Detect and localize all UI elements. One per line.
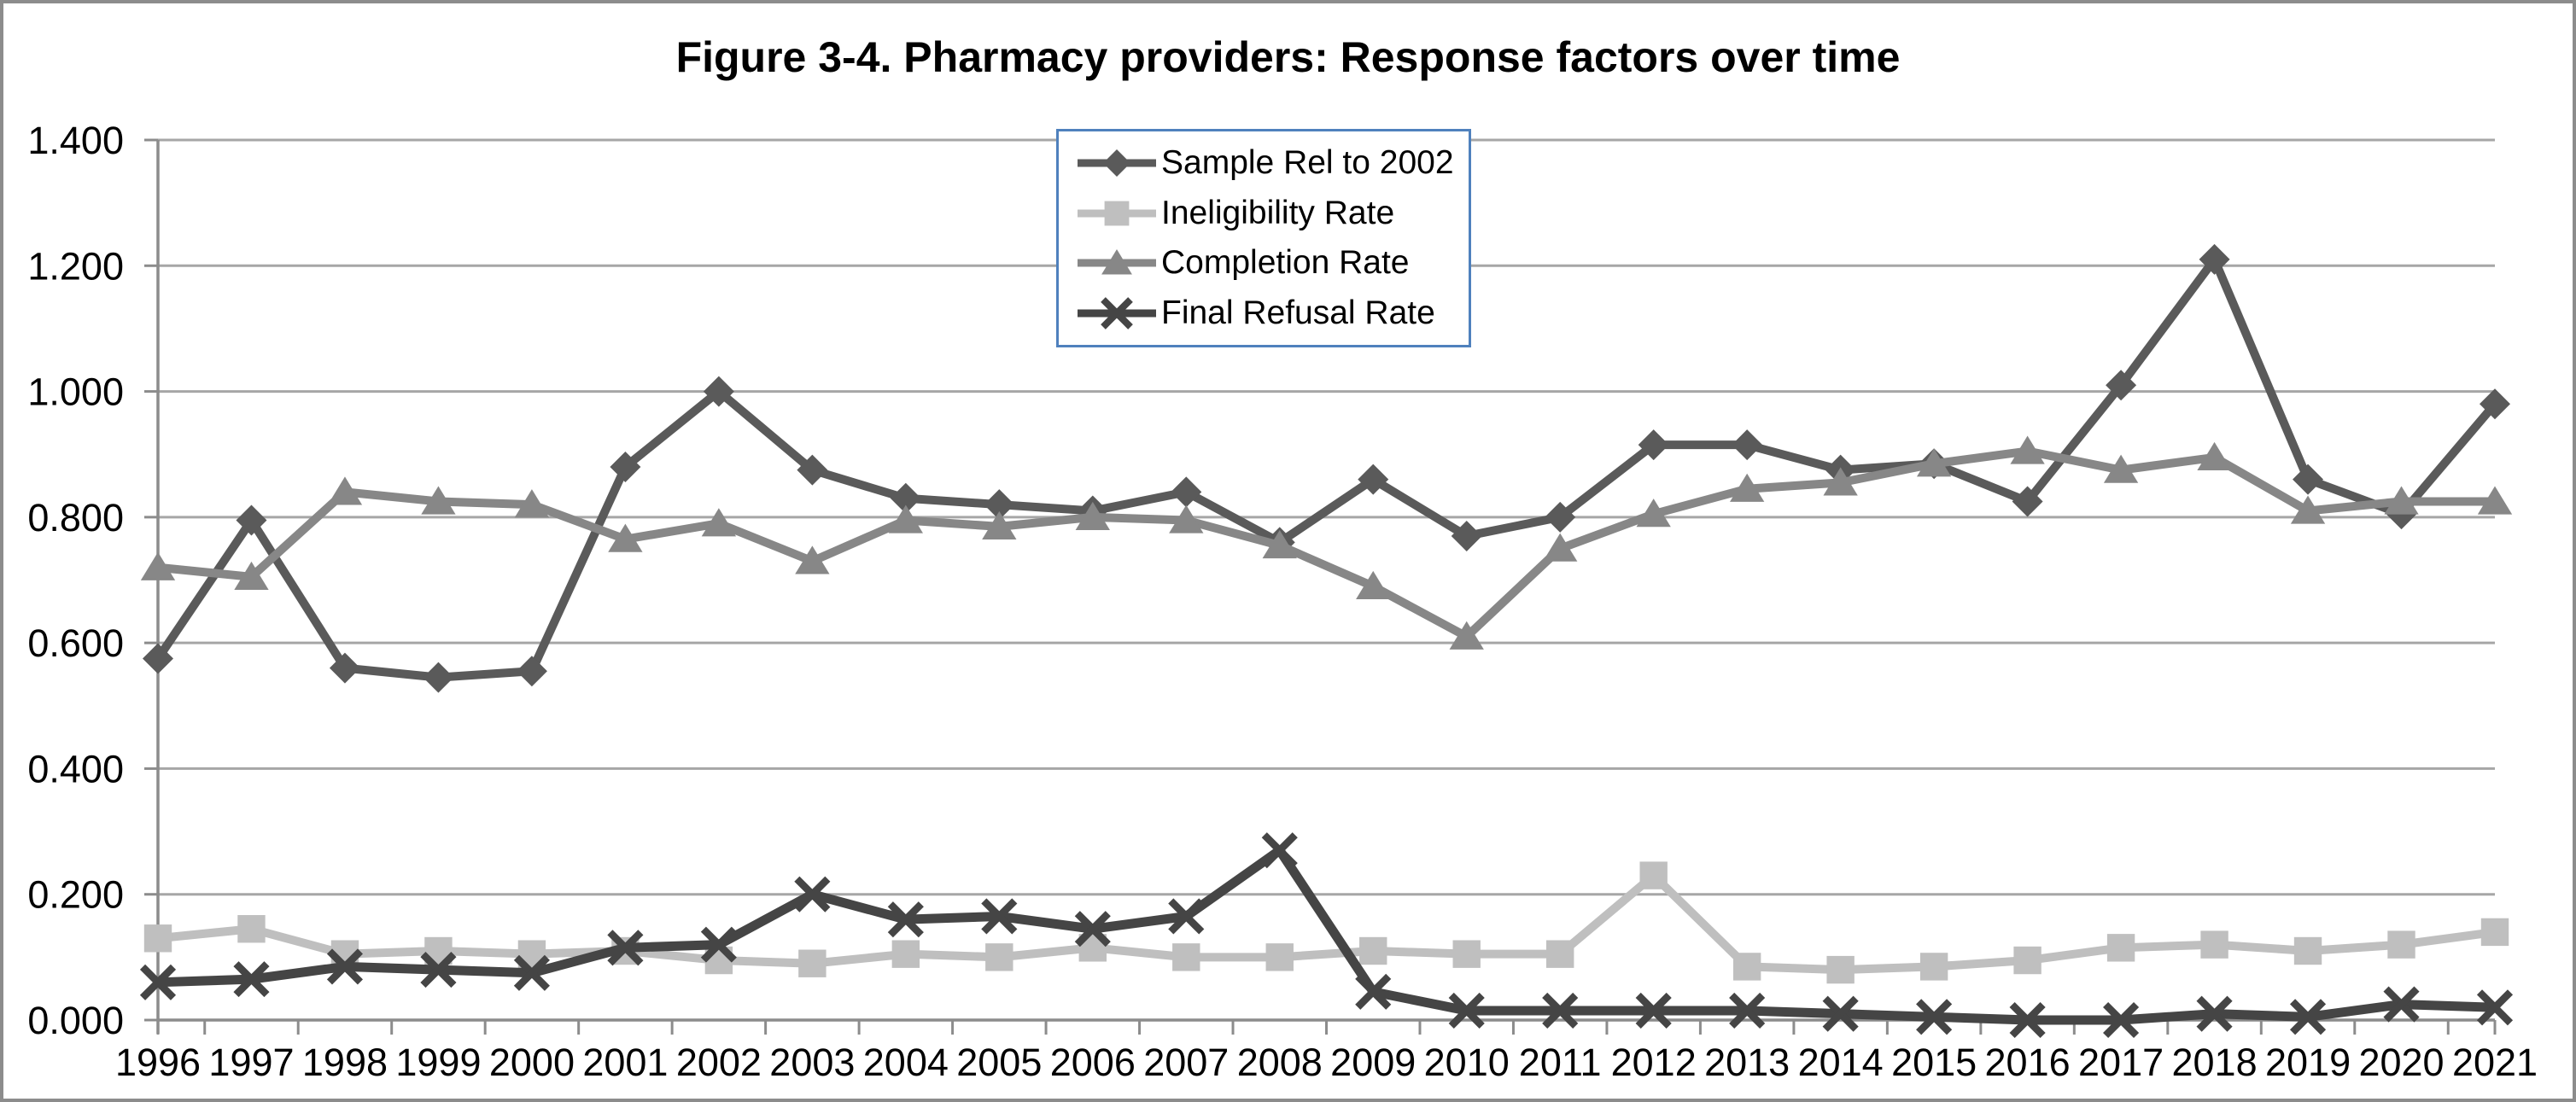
chart-plot-area: 0.000 0.200 0.400 0.600 0.800 1.000 1.200 1.400…	[27, 119, 2538, 1084]
svg-text:0.000: 0.000	[27, 999, 124, 1042]
chart-title: Figure 3-4. Pharmacy providers: Response…	[675, 33, 1901, 81]
svg-text:1996: 1996	[115, 1041, 201, 1084]
svg-text:2013: 2013	[1704, 1041, 1790, 1084]
y-axis: 0.000 0.200 0.400 0.600 0.800 1.000 1.200 1.400	[27, 119, 160, 1042]
legend-label: Final Refusal Rate	[1161, 294, 1435, 332]
svg-text:2010: 2010	[1424, 1041, 1510, 1084]
svg-text:2012: 2012	[1611, 1041, 1697, 1084]
svg-text:0.800: 0.800	[27, 496, 124, 539]
series-completion-rate	[140, 435, 2513, 650]
x-axis: 1996 1997 1998 1999 2000 2001 2002 2003 2004 2005…	[115, 1018, 2538, 1084]
svg-text:1.000: 1.000	[27, 370, 124, 414]
svg-text:2000: 2000	[489, 1041, 575, 1084]
chart-legend: Sample Rel to 2002 Ineligibility Rate Co…	[1056, 129, 1471, 347]
svg-text:2007: 2007	[1143, 1041, 1229, 1084]
svg-text:2009: 2009	[1330, 1041, 1416, 1084]
svg-text:0.200: 0.200	[27, 873, 124, 917]
legend-swatch-diamond-icon	[1078, 149, 1156, 177]
svg-text:1.400: 1.400	[27, 119, 124, 162]
svg-text:2018: 2018	[2172, 1041, 2258, 1084]
legend-item-completion-rate: Completion Rate	[1074, 244, 1469, 282]
svg-text:2006: 2006	[1050, 1041, 1136, 1084]
svg-text:2015: 2015	[1891, 1041, 1977, 1084]
legend-label: Ineligibility Rate	[1161, 194, 1395, 231]
svg-text:2019: 2019	[2265, 1041, 2351, 1084]
svg-text:0.600: 0.600	[27, 621, 124, 665]
svg-text:2002: 2002	[676, 1041, 762, 1084]
legend-item-ineligibility-rate: Ineligibility Rate	[1074, 195, 1469, 232]
svg-text:2001: 2001	[582, 1041, 668, 1084]
svg-text:2020: 2020	[2358, 1041, 2444, 1084]
legend-label: Completion Rate	[1161, 244, 1410, 282]
svg-text:2004: 2004	[863, 1041, 949, 1084]
legend-item-final-refusal-rate: Final Refusal Rate	[1074, 294, 1469, 332]
legend-label: Sample Rel to 2002	[1161, 143, 1454, 181]
legend-item-sample-rel-to-2002: Sample Rel to 2002	[1074, 144, 1469, 182]
series-sample-rel-to-2002	[143, 243, 2510, 693]
svg-text:2003: 2003	[769, 1041, 855, 1084]
series-final-refusal-rate	[139, 832, 2514, 1039]
svg-text:2017: 2017	[2078, 1041, 2164, 1084]
svg-text:1.200: 1.200	[27, 244, 124, 288]
svg-text:1999: 1999	[395, 1041, 481, 1084]
svg-text:2016: 2016	[1985, 1041, 2071, 1084]
svg-text:0.400: 0.400	[27, 747, 124, 790]
legend-swatch-square-icon	[1078, 201, 1156, 225]
svg-text:2021: 2021	[2452, 1041, 2538, 1084]
svg-text:2005: 2005	[956, 1041, 1042, 1084]
svg-text:1997: 1997	[208, 1041, 294, 1084]
legend-swatch-x-icon	[1078, 297, 1156, 330]
svg-text:2011: 2011	[1519, 1041, 1602, 1084]
svg-text:2008: 2008	[1237, 1041, 1323, 1084]
legend-swatch-triangle-icon	[1078, 249, 1156, 275]
svg-text:2014: 2014	[1798, 1041, 1884, 1084]
svg-text:1998: 1998	[302, 1041, 388, 1084]
